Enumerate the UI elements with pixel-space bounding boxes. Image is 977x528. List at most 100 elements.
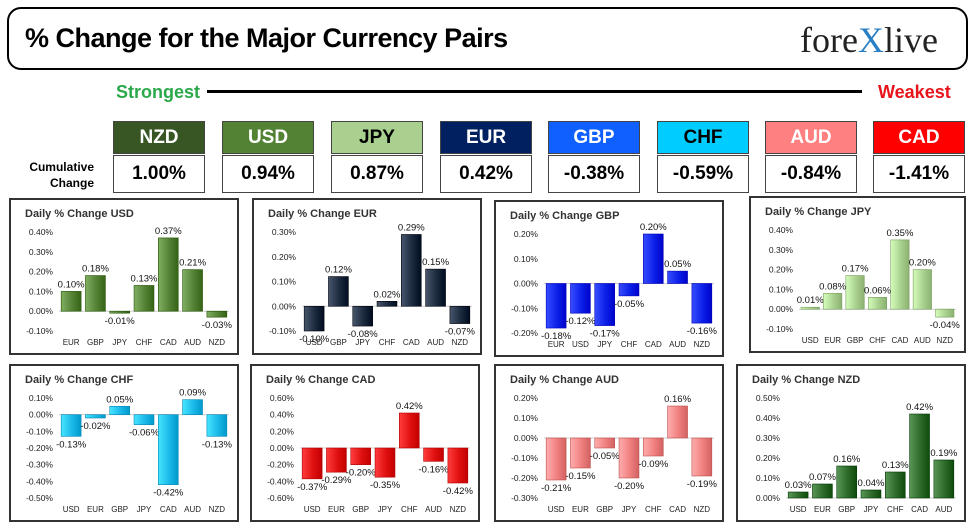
y-tick-label: 0.00%: [29, 306, 54, 316]
data-label: 0.17%: [842, 264, 869, 275]
currency-code-aud: AUD: [765, 121, 857, 154]
y-tick-label: 0.10%: [514, 254, 539, 264]
chart-title: Daily % Change USD: [25, 208, 134, 220]
x-tick-label: USD: [572, 340, 589, 349]
y-tick-label: 0.30%: [29, 247, 54, 257]
chart-title: Daily % Change CAD: [266, 374, 375, 386]
x-tick-label: EUR: [548, 340, 565, 349]
bar-usd: [787, 491, 809, 499]
x-tick-label: GBP: [847, 336, 864, 345]
x-tick-label: CHF: [645, 505, 662, 514]
y-tick-label: 0.20%: [29, 267, 54, 277]
bar-gbp: [836, 465, 857, 499]
x-tick-label: EUR: [814, 505, 831, 514]
x-tick-label: JPY: [137, 505, 152, 514]
y-tick-label: 0.20%: [756, 453, 781, 463]
bar-chf: [376, 301, 398, 307]
x-tick-label: GBP: [838, 505, 855, 514]
bar-aud: [667, 270, 688, 284]
bar-gbp: [594, 437, 615, 449]
cumulative-label-line2: Change: [49, 176, 94, 190]
currency-code-nzd: NZD: [113, 121, 205, 154]
data-label: 0.13%: [131, 273, 158, 284]
chart-usd: Daily % Change USD -0.10% 0.00% 0.10% 0.20% 0…: [25, 208, 232, 347]
bar-aud: [933, 459, 955, 499]
y-tick-label: 0.30%: [769, 245, 794, 255]
y-tick-label: -0.20%: [267, 460, 294, 470]
bar-cad: [890, 239, 910, 310]
data-label: -0.17%: [590, 329, 621, 340]
data-label: -0.20%: [346, 468, 377, 479]
x-tick-label: NZD: [694, 340, 711, 349]
data-label: 0.42%: [906, 402, 933, 413]
data-label: -0.06%: [129, 428, 160, 439]
bar-jpy: [860, 489, 882, 499]
y-tick-label: 0.40%: [756, 413, 781, 423]
chart-chf: Daily % Change CHF -0.50% -0.40% -0.30% -0.2…: [25, 374, 232, 514]
x-tick-label: NZD: [209, 505, 226, 514]
x-tick-label: JPY: [597, 340, 612, 349]
data-label: 0.01%: [797, 295, 824, 306]
bar-jpy: [374, 447, 396, 478]
data-label: -0.01%: [105, 316, 136, 327]
bar-gbp: [109, 406, 130, 415]
data-label: 0.42%: [396, 401, 423, 412]
x-tick-label: CAD: [911, 505, 928, 514]
y-tick-label: 0.20%: [514, 229, 539, 239]
data-label: 0.35%: [886, 228, 913, 239]
x-tick-label: AUD: [935, 505, 952, 514]
bar-aud: [182, 269, 203, 312]
x-tick-label: JPY: [355, 338, 370, 347]
y-tick-label: 0.20%: [769, 265, 794, 275]
currency-code-usd: USD: [222, 121, 314, 154]
x-tick-label: CAD: [160, 505, 177, 514]
y-tick-label: 0.20%: [272, 252, 297, 262]
y-tick-label: -0.30%: [26, 460, 53, 470]
cumulative-change-label: Cumulative Change: [22, 159, 94, 191]
y-tick-label: -0.40%: [26, 476, 53, 486]
data-label: 0.03%: [785, 480, 812, 491]
weakest-label: Weakest: [878, 82, 951, 102]
y-tick-label: 0.60%: [270, 393, 295, 403]
bar-eur: [570, 437, 591, 469]
bar-cad: [401, 234, 422, 307]
x-tick-label: USD: [790, 505, 807, 514]
x-tick-label: EUR: [572, 505, 589, 514]
y-tick-label: 0.00%: [756, 493, 781, 503]
y-tick-label: 0.10%: [514, 413, 539, 423]
bar-cad: [643, 233, 664, 284]
cumulative-value-cad: -1.41%: [873, 155, 965, 193]
y-tick-label: 0.00%: [272, 301, 297, 311]
x-tick-label: USD: [306, 338, 323, 347]
y-tick-label: -0.60%: [267, 493, 294, 503]
bar-nzd: [691, 437, 713, 477]
x-tick-label: NZD: [452, 338, 469, 347]
x-tick-label: AUD: [427, 338, 444, 347]
data-label: 0.04%: [858, 478, 885, 489]
x-tick-label: NZD: [694, 505, 711, 514]
y-tick-label: 0.50%: [756, 393, 781, 403]
data-label: -0.05%: [590, 451, 621, 462]
data-label: 0.09%: [179, 388, 206, 399]
bar-cad: [909, 413, 930, 499]
data-label: 0.37%: [155, 226, 182, 237]
logo-text-left: fore: [800, 20, 859, 60]
x-tick-label: NZD: [937, 336, 954, 345]
x-tick-label: CHF: [887, 505, 904, 514]
bar-chf: [868, 297, 887, 310]
x-tick-label: CHF: [136, 338, 153, 347]
bar-usd: [60, 414, 82, 437]
data-label: -0.08%: [348, 329, 379, 340]
cumulative-label-line1: Cumulative: [29, 160, 94, 174]
chart-panel-eur: Daily % Change EUR -0.10% 0.00% 0.10% 0.20% 0…: [252, 198, 482, 355]
data-label: -0.09%: [638, 459, 669, 470]
x-tick-label: CHF: [869, 336, 886, 345]
strongest-label: Strongest: [116, 82, 201, 102]
chart-title: Daily % Change AUD: [510, 374, 619, 386]
y-tick-label: -0.10%: [511, 303, 538, 313]
x-tick-label: CAD: [160, 338, 177, 347]
data-label: 0.16%: [664, 394, 691, 405]
currency-code-eur: EUR: [440, 121, 532, 154]
bar-eur: [326, 447, 347, 473]
strength-range-line: [207, 90, 862, 93]
